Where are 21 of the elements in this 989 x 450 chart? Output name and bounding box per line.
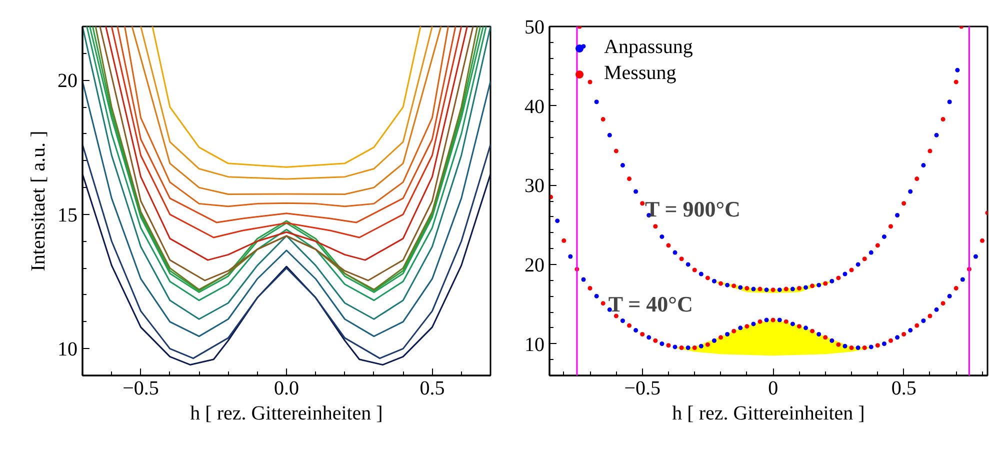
legend-label: Messung — [604, 62, 676, 85]
y-tick-label: 20 — [524, 254, 544, 276]
legend-label: Anpassung — [604, 36, 693, 59]
x-tick-label: −0.5 — [122, 378, 159, 400]
x-tick-label: 0 — [768, 378, 778, 400]
y-tick-label: 15 — [58, 204, 78, 226]
y-tick-label: 10 — [58, 338, 78, 361]
annotation: T = 40°C — [608, 292, 693, 317]
x-tick-label: 0.0 — [274, 378, 299, 400]
y-tick-label: 40 — [524, 96, 544, 118]
x-tick-label: −0.5 — [624, 378, 660, 400]
y-tick-label: 20 — [58, 70, 78, 92]
x-tick-label: 0.5 — [891, 378, 916, 400]
y-tick-label: 50 — [524, 16, 544, 38]
x-tick-label: 0.5 — [420, 378, 445, 400]
x-axis-title: h [ rez. Gittereinheiten ] — [190, 402, 383, 424]
x-axis-title: h [ rez. Gittereinheiten ] — [672, 402, 865, 424]
annotation: T = 900°C — [644, 196, 740, 222]
y-tick-label: 10 — [524, 334, 544, 356]
y-axis-title: Intensitaet [ a.u. ] — [28, 130, 50, 272]
y-tick-label: 30 — [524, 175, 544, 198]
